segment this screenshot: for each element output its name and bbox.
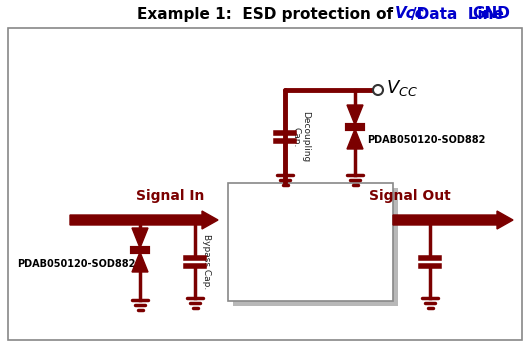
FancyArrow shape <box>70 211 218 229</box>
FancyArrow shape <box>393 211 513 229</box>
Text: Example 1:  ESD protection of: Example 1: ESD protection of <box>137 7 393 21</box>
Text: /Data  Line: /Data Line <box>411 7 504 21</box>
Polygon shape <box>132 252 148 272</box>
Polygon shape <box>347 129 363 149</box>
Text: Signal In: Signal In <box>136 189 204 203</box>
Text: GND: GND <box>472 7 510 21</box>
Text: $V_{CC}$: $V_{CC}$ <box>386 78 418 98</box>
Text: PDAB050120-SOD882: PDAB050120-SOD882 <box>16 259 135 269</box>
Text: Decoupling
Cap.: Decoupling Cap. <box>291 111 311 163</box>
Circle shape <box>373 85 383 95</box>
Polygon shape <box>132 228 148 248</box>
Text: Signal Out: Signal Out <box>369 189 451 203</box>
Polygon shape <box>347 105 363 125</box>
Text: Bypass Cap.: Bypass Cap. <box>202 234 211 290</box>
Bar <box>228 183 393 301</box>
Text: Vcc: Vcc <box>395 7 425 21</box>
Text: PDAB050120-SOD882: PDAB050120-SOD882 <box>367 135 485 145</box>
Bar <box>233 188 398 306</box>
